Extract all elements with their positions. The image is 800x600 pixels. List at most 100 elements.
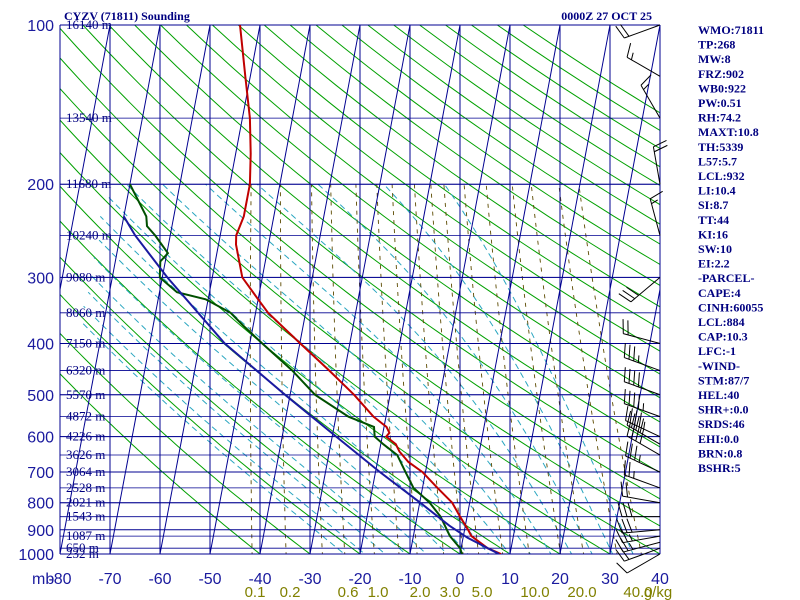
pressure-label: 700 [27, 465, 54, 482]
wind-barb [616, 518, 661, 534]
temp-label: -70 [98, 571, 121, 588]
pressure-label: 400 [27, 336, 54, 353]
height-label: 2528 m [66, 480, 105, 495]
height-label: 5570 m [66, 387, 105, 402]
moist-adiabat [81, 322, 346, 554]
index-entry: SHR+:0.0 [698, 403, 749, 417]
wind-barb-staff [626, 553, 661, 574]
mixing-ratio-line [463, 184, 504, 554]
wind-barb-flag [633, 370, 636, 386]
pressure-label: 200 [27, 177, 54, 194]
wind-barb [618, 277, 661, 303]
stability-indices: WMO:71811TP:268MW:8FRZ:902WB0:922PW:0.51… [698, 23, 764, 475]
height-label: 16140 m [66, 17, 112, 32]
wind-barb-flag [623, 389, 626, 404]
wind-barb [649, 190, 663, 236]
index-entry: SW:10 [698, 242, 732, 256]
temp-label: -60 [148, 571, 171, 588]
wind-barb-staff [624, 547, 661, 562]
wind-barb-half-flag [643, 83, 649, 90]
wind-barb-staff [630, 277, 661, 303]
mixing-ratio-line [330, 184, 346, 554]
wind-barb [625, 406, 661, 438]
wind-barb-flag [634, 445, 638, 461]
dry-adiabat [60, 151, 561, 554]
wind-barb-staff [626, 56, 661, 77]
mixing-ratio-label: 3.0 [440, 584, 461, 600]
wind-barb-half-flag [651, 199, 658, 205]
isotherm [609, 286, 660, 554]
wind-barb-flag [616, 562, 628, 574]
wind-barb [615, 528, 661, 544]
wind-barb-flag [626, 43, 632, 58]
wind-barb [623, 342, 661, 372]
index-entry: CAP:10.3 [698, 330, 748, 344]
wind-barb-flag [616, 519, 623, 534]
index-entry: STM:87/7 [698, 373, 749, 387]
wind-barb-flag [633, 392, 636, 408]
wind-barb-flag [615, 529, 624, 543]
dry-adiabat [160, 25, 660, 399]
wind-barb-flag [626, 286, 639, 296]
dry-adiabat [263, 25, 660, 308]
wind-barb-flag [620, 24, 630, 37]
dry-adiabat [60, 293, 361, 554]
index-entry: RH:74.2 [698, 111, 741, 125]
wind-barb-flag [639, 418, 645, 433]
chart-title: CYZV (71811) Sounding [64, 9, 190, 23]
wind-barb-staff [623, 333, 661, 344]
temp-label: -20 [348, 571, 371, 588]
dry-adiabat [60, 185, 511, 554]
wind-barb [652, 140, 668, 185]
wind-barb-flag [630, 413, 636, 428]
index-entry: KI:16 [698, 227, 728, 241]
wind-barb-flag [640, 74, 652, 86]
dry-adiabat [522, 25, 660, 114]
wind-barb-flag [634, 410, 638, 425]
wind-barb [617, 502, 660, 518]
wind-barb [623, 389, 661, 418]
height-label: 13540 m [66, 110, 112, 125]
wind-barb-flag [637, 372, 640, 387]
wind-barb [640, 74, 661, 119]
pressure-label: 800 [27, 496, 54, 513]
mixing-ratio-line [391, 184, 418, 554]
wind-barb-half-flag [628, 534, 633, 542]
index-entry: MW:8 [698, 52, 731, 66]
dry-adiabat [237, 25, 660, 330]
wind-barb-flag [653, 140, 667, 148]
height-label: 9080 m [66, 269, 105, 284]
index-entry: TP:268 [698, 38, 735, 52]
pressure-label: 900 [27, 523, 54, 540]
wind-barb [615, 24, 661, 39]
dry-adiabat [60, 57, 660, 527]
wind-barb-half-flag [637, 355, 640, 363]
index-entry: LCL:932 [698, 169, 745, 183]
wind-barb-staff [649, 198, 661, 236]
wind-barb-flag [620, 528, 628, 543]
temperature-line [234, 25, 502, 554]
mixing-ratio-line [430, 184, 464, 554]
wind-barb-staff [625, 455, 661, 473]
height-label: 8060 m [66, 305, 105, 320]
wind-barb-flag [626, 421, 632, 437]
wind-barb [625, 441, 661, 473]
pressure-label: 600 [27, 430, 54, 447]
pressure-label: 100 [27, 18, 54, 35]
mixing-ratio-label: 0.6 [338, 584, 359, 600]
wind-barb [626, 421, 661, 456]
moist-adiabat [126, 183, 511, 554]
height-label: 10240 m [66, 228, 112, 243]
wind-barb-flag [615, 539, 624, 553]
temp-label: 0 [456, 571, 465, 588]
height-label: 11680 m [66, 176, 111, 191]
height-label: 6320 m [66, 363, 105, 378]
mixing-ratio-line [578, 184, 642, 554]
mixing-ratio-line [413, 184, 445, 554]
mixing-ratio-label: 0.2 [280, 584, 301, 600]
height-label: 3626 m [66, 447, 105, 462]
wind-barb-half-flag [642, 403, 645, 411]
dry-adiabat [186, 25, 660, 375]
dry-adiabat [108, 25, 660, 448]
wind-barb-half-flag [628, 542, 634, 550]
